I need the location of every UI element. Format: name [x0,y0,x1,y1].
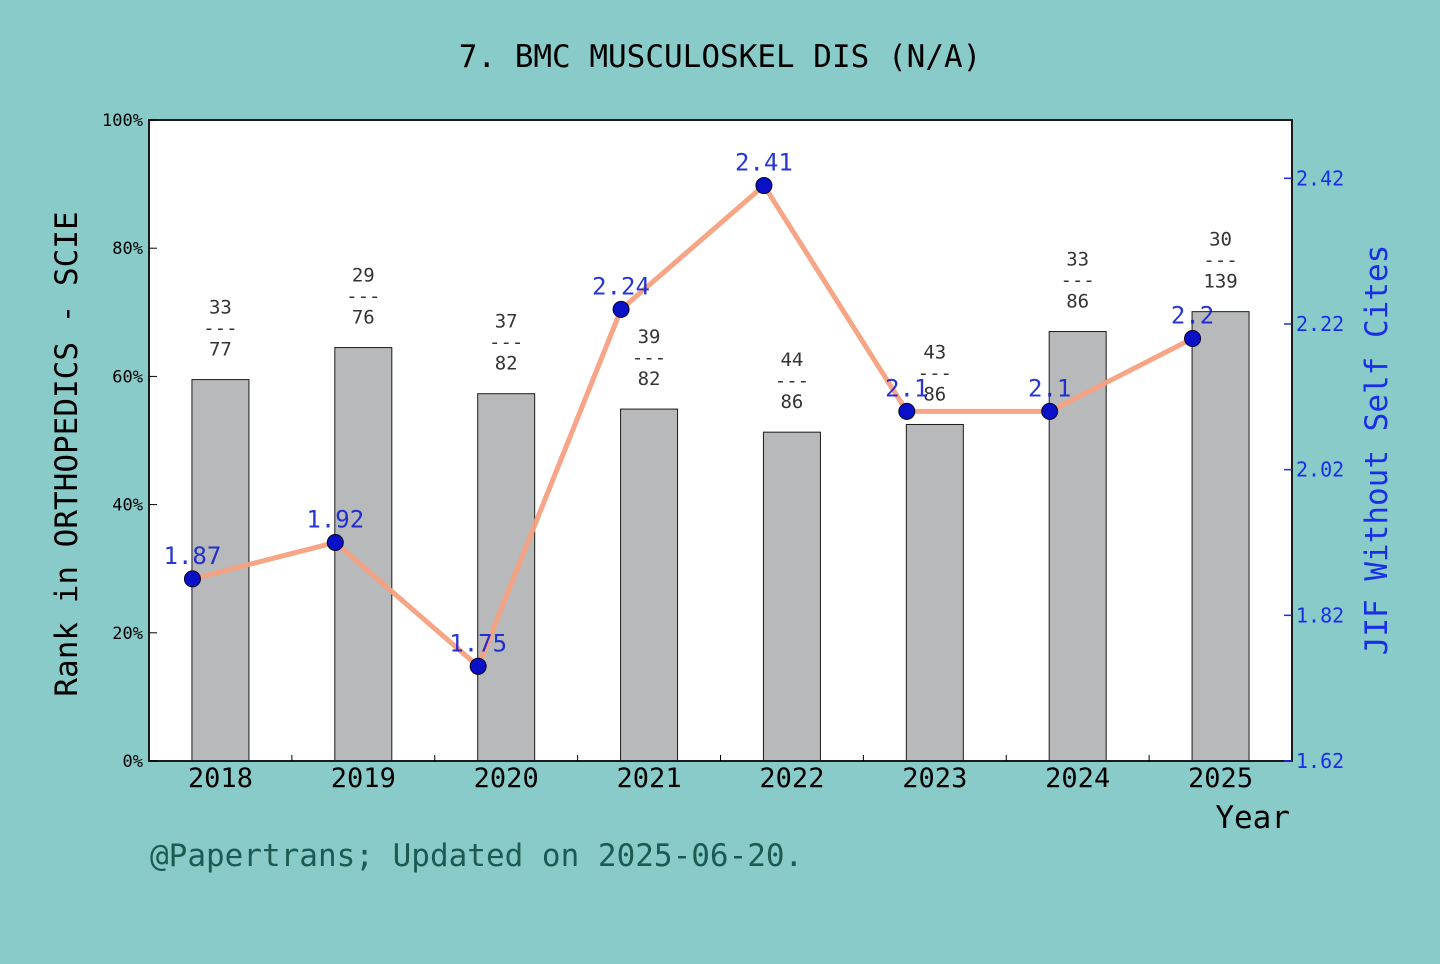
rank-bar [334,347,393,762]
rank-bar [762,431,821,762]
jif-marker [469,657,487,675]
x-axis-label: Year [1215,800,1290,836]
y2-tick-label: 1.62 [1296,749,1344,773]
bar-separator-label: --- [346,286,380,308]
x-tick-label: 2023 [902,763,967,794]
plot-area [149,120,1292,761]
bar-total-label: 76 [352,307,375,329]
bar-rank-label: 44 [780,349,803,371]
y-tick-label: 0% [123,752,143,772]
x-tick-label: 2022 [759,763,824,794]
bar-total-label: 82 [638,368,661,390]
bar-total-label: 86 [923,383,946,405]
axes-group: 0% 20% 40% 60% 80% 100% 1.62 1.82 2.02 2.22 2.42 20… [102,111,1344,794]
jif-marker [755,177,773,195]
jif-value-label: 2.1 [885,374,928,402]
bar-separator-label: --- [918,362,952,384]
y-tick-label: 20% [112,624,143,644]
jif-value-label: 1.87 [164,542,222,570]
footer-credit: @Papertrans; Updated on 2025-06-20. [150,838,803,874]
jif-line [191,183,1194,669]
bar-total-label: 77 [209,339,232,361]
y2-tick-label: 2.22 [1296,312,1344,336]
bar-rank-label: 39 [638,326,661,348]
y-tick-label: 80% [112,239,143,259]
bar-separator-label: --- [1203,250,1237,272]
jif-value-label: 2.41 [735,149,793,177]
bar-rank-label: 33 [209,297,232,319]
rank-bar [477,393,536,762]
x-tick-label: 2018 [188,763,253,794]
y-tick-label: 60% [112,367,143,387]
y2-tick-label: 2.02 [1296,458,1344,482]
y-axis-label: Rank in ORTHOPEDICS - SCIE [49,211,85,696]
rank-bar [1191,311,1250,762]
jif-marker [326,533,344,551]
x-tick-label: 2021 [617,763,682,794]
jif-value-label: 1.75 [449,629,507,657]
bar-separator-label: --- [203,318,237,340]
y-tick-label: 40% [112,496,143,516]
x-tick-label: 2024 [1045,763,1110,794]
y2-tick-label: 1.82 [1296,603,1344,627]
bar-rank-label: 43 [923,341,946,363]
jif-value-label: 2.24 [592,272,650,300]
bar-separator-label: --- [489,332,523,354]
y2-axis-label: JIF Without Self Cites [1359,245,1395,656]
rank-bar [620,408,679,762]
x-tick-label: 2020 [474,763,539,794]
jif-marker [183,570,201,588]
jif-value-label: 1.92 [306,505,364,533]
x-tick-label: 2019 [331,763,396,794]
bar-rank-label: 33 [1066,249,1089,271]
y2-tick-label: 2.42 [1296,166,1344,190]
jif-marker [1041,402,1059,420]
bar-separator-label: --- [632,347,666,369]
bar-total-label: 82 [495,353,518,375]
y-tick-label: 100% [102,111,143,131]
jif-marker [898,402,916,420]
bar-rank-label: 29 [352,265,375,287]
chart-title: 7. BMC MUSCULOSKEL DIS (N/A) [459,39,982,75]
bar-total-label: 86 [1066,291,1089,313]
jif-value-label: 2.1 [1028,374,1071,402]
x-tick-label: 2025 [1188,763,1253,794]
rank-bar [905,423,964,762]
bars-group [191,311,1250,762]
jif-line-group: 1.87 1.92 1.75 2.24 2.41 2.1 2.1 2.2 [164,149,1214,675]
bar-rank-label: 30 [1209,229,1232,251]
bar-total-label: 139 [1203,271,1237,293]
jif-value-label: 2.2 [1171,302,1214,330]
bar-total-label: 86 [780,391,803,413]
bar-rank-label: 37 [495,311,518,333]
jif-marker [612,300,630,318]
jif-marker [1184,330,1202,348]
bar-separator-label: --- [1061,270,1095,292]
bar-separator-label: --- [775,370,809,392]
